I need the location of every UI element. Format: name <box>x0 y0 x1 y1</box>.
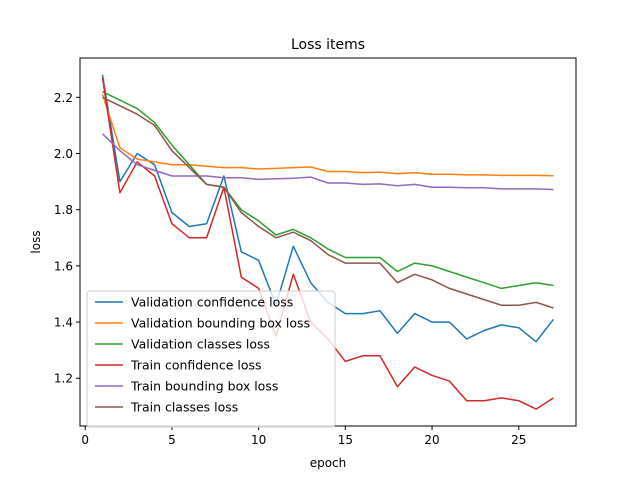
series-line-5 <box>101 133 554 191</box>
series-line-3 <box>102 91 554 290</box>
legend-label: Validation bounding box loss <box>131 316 310 331</box>
x-axis-label: epoch <box>310 456 347 470</box>
series-line-2 <box>101 94 554 177</box>
chart-title: Loss items <box>291 37 365 53</box>
x-tick-label: 25 <box>511 433 526 447</box>
legend: Validation confidence loss Validation bou… <box>86 290 336 428</box>
x-tick-label: 5 <box>168 433 176 447</box>
y-axis: 1.2 1.4 1.6 1.8 2.0 2.2 <box>54 91 80 386</box>
x-tick-label: 20 <box>424 433 439 447</box>
y-tick-label: 1.4 <box>54 316 73 330</box>
y-tick-label: 2.0 <box>54 147 73 161</box>
x-axis: 0 5 10 15 20 25 <box>81 426 526 447</box>
y-tick-label: 2.2 <box>54 91 73 105</box>
series-line-6 <box>102 96 554 309</box>
legend-label: Train bounding box loss <box>130 379 278 394</box>
x-tick-label: 15 <box>338 433 353 447</box>
x-tick-label: 0 <box>81 433 89 447</box>
x-tick-label: 10 <box>251 433 266 447</box>
legend-label: Train confidence loss <box>130 358 262 373</box>
y-axis-label: loss <box>29 230 43 253</box>
legend-label: Validation classes loss <box>131 337 270 352</box>
y-tick-label: 1.2 <box>54 372 73 386</box>
y-tick-label: 1.6 <box>54 259 73 273</box>
y-tick-label: 1.8 <box>54 203 73 217</box>
legend-label: Validation confidence loss <box>131 295 293 310</box>
series-lines <box>101 74 555 410</box>
legend-label: Train classes loss <box>130 400 238 415</box>
legend-box <box>86 290 336 428</box>
